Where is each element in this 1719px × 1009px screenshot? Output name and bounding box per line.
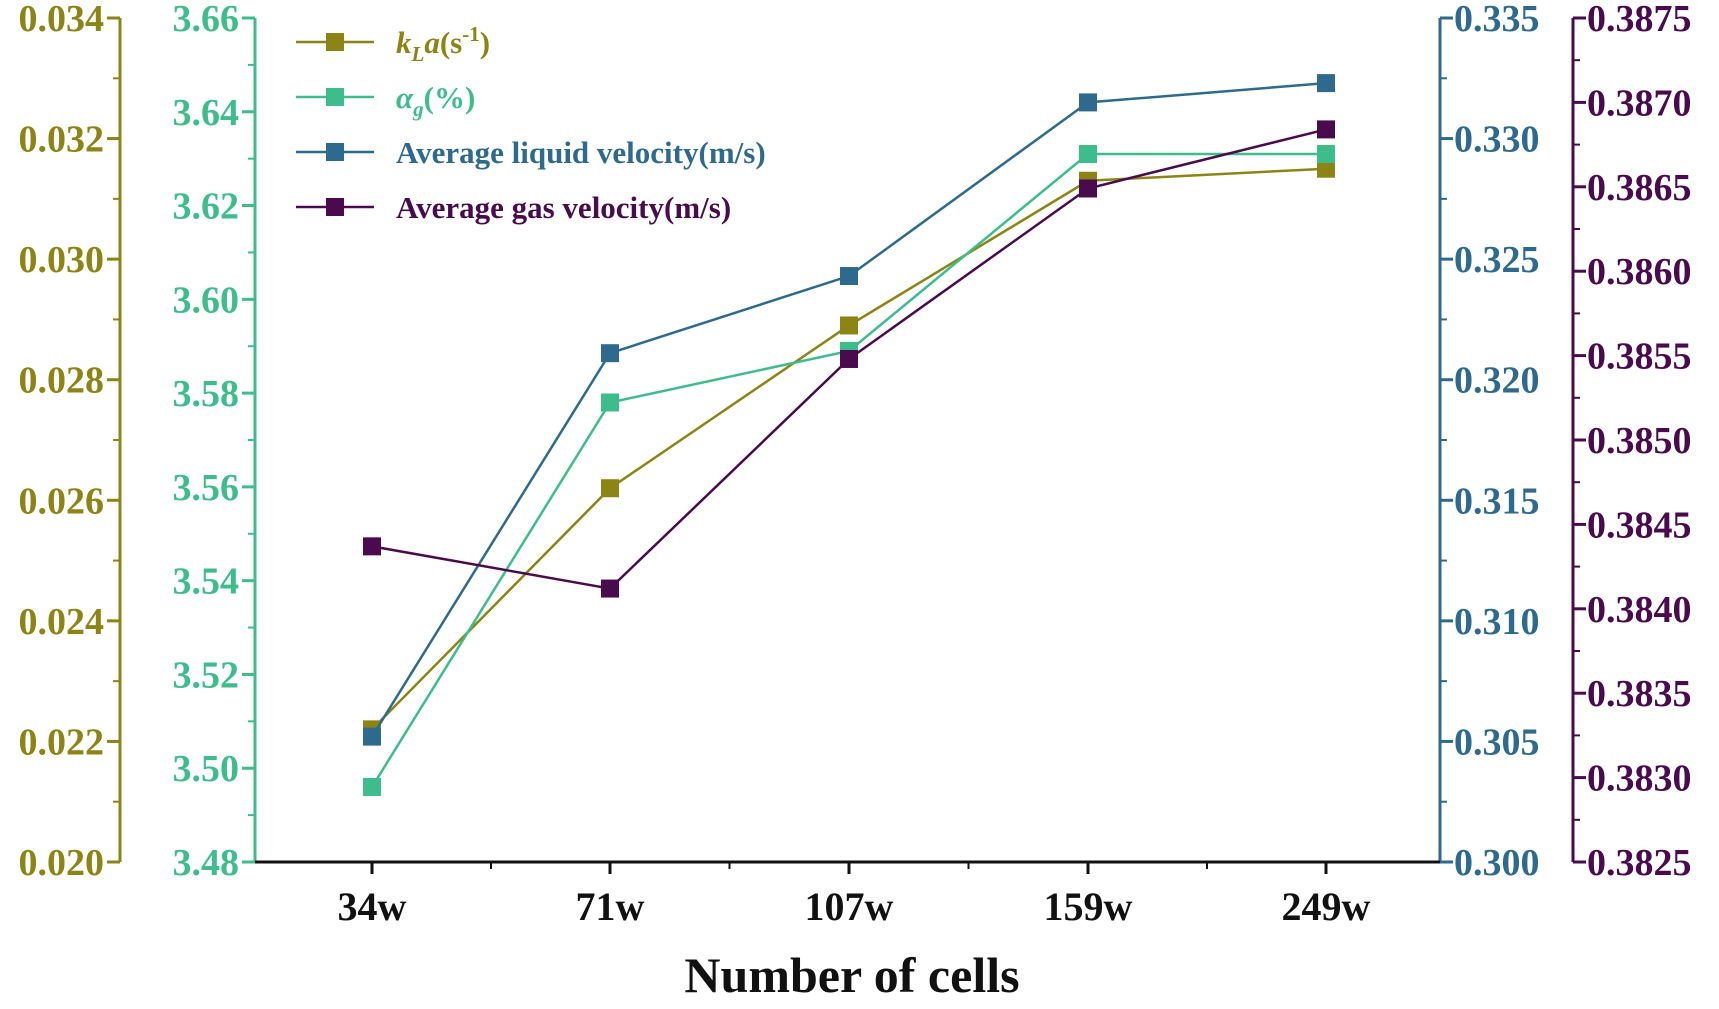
y-tick-label-liquid: 0.325 bbox=[1454, 239, 1540, 281]
y-tick-label-alpha: 3.56 bbox=[173, 467, 240, 509]
y-tick-label-gas: 0.3850 bbox=[1587, 420, 1692, 462]
data-point-gas bbox=[1079, 179, 1097, 198]
x-axis: 34w 71w 107w 159w 249w bbox=[255, 860, 1440, 929]
legend-label-part: L bbox=[411, 42, 425, 66]
legend-label-part: α bbox=[396, 80, 414, 115]
series-kla bbox=[363, 159, 1335, 739]
y-tick-label-gas: 0.3830 bbox=[1587, 758, 1692, 800]
data-point-gas bbox=[363, 537, 381, 556]
y-tick-label-kla: 0.030 bbox=[19, 239, 105, 281]
y-tick-label-alpha: 3.64 bbox=[173, 92, 240, 134]
axes-layer: 0.020 0.022 0.024 0.026 0.028 0.030 0.032 0.034… bbox=[19, 0, 1692, 929]
y-tick-label-gas: 0.3840 bbox=[1587, 589, 1692, 631]
data-point-alpha bbox=[1079, 144, 1097, 163]
series-line-kla bbox=[371, 167, 1327, 731]
data-point-liquid bbox=[1079, 93, 1097, 112]
data-point-liquid bbox=[840, 267, 858, 286]
y-tick-label-alpha: 3.54 bbox=[173, 561, 240, 603]
legend-label-part: -1 bbox=[462, 22, 480, 46]
y-tick-label-alpha: 3.58 bbox=[173, 373, 240, 415]
legend-entry-alpha: αg(%) bbox=[296, 80, 475, 121]
y-tick-label-alpha: 3.60 bbox=[173, 279, 240, 321]
data-point-liquid bbox=[601, 344, 619, 363]
y-tick-label-alpha: 3.62 bbox=[173, 186, 240, 228]
y-tick-label-gas: 0.3855 bbox=[1587, 336, 1692, 378]
y-tick-label-liquid: 0.320 bbox=[1454, 360, 1540, 402]
legend-label: kLa(s-1) bbox=[396, 22, 490, 66]
y-tick-label-kla: 0.024 bbox=[19, 601, 105, 643]
series-alpha bbox=[363, 144, 1335, 796]
legend-entry-liquid: Average liquid velocity(m/s) bbox=[296, 135, 766, 170]
data-point-kla bbox=[1317, 159, 1335, 178]
legend-marker bbox=[326, 143, 344, 161]
legend-label-part: g bbox=[412, 97, 424, 121]
y-tick-label-gas: 0.3875 bbox=[1587, 0, 1692, 40]
data-point-liquid bbox=[363, 727, 381, 746]
legend-marker bbox=[326, 198, 344, 216]
series-line-alpha bbox=[370, 152, 1326, 788]
data-point-kla bbox=[840, 316, 858, 335]
y-tick-label-liquid: 0.310 bbox=[1454, 601, 1540, 643]
legend-label-part: k bbox=[396, 25, 412, 60]
series-liquid bbox=[363, 74, 1335, 746]
y-tick-label-kla: 0.028 bbox=[19, 360, 105, 402]
data-point-gas bbox=[840, 349, 858, 368]
legend-label-part: a bbox=[424, 25, 440, 60]
data-point-gas bbox=[1317, 120, 1335, 139]
x-axis-title: Number of cells bbox=[684, 947, 1019, 1003]
y-tick-label-gas: 0.3865 bbox=[1587, 167, 1692, 209]
legend-label: Average gas velocity(m/s) bbox=[396, 190, 731, 225]
y-tick-label-alpha: 3.52 bbox=[173, 654, 240, 696]
series-gas bbox=[363, 120, 1335, 598]
y-tick-label-alpha: 3.48 bbox=[173, 842, 240, 884]
y-axis-alpha: 3.48 3.50 3.52 3.54 3.56 3.58 3.60 3.62 3.64 3.66 bbox=[173, 0, 257, 884]
x-tick-label: 107w bbox=[805, 884, 894, 929]
series-layer bbox=[363, 74, 1335, 796]
legend-label-part: (%) bbox=[424, 80, 476, 115]
y-tick-label-kla: 0.020 bbox=[19, 842, 105, 884]
y-axis-gas: 0.3825 0.3830 0.3835 0.3840 0.3845 0.3850 0.38… bbox=[1571, 0, 1692, 884]
legend-label-part: ) bbox=[480, 25, 490, 60]
y-tick-label-gas: 0.3835 bbox=[1587, 673, 1692, 715]
y-axis-liquid: 0.300 0.305 0.310 0.315 0.320 0.325 0.330 0.335 bbox=[1438, 0, 1540, 884]
y-axis-kla: 0.020 0.022 0.024 0.026 0.028 0.030 0.032 0.034 bbox=[19, 0, 122, 884]
data-point-liquid bbox=[1317, 74, 1335, 93]
x-tick-label: 71w bbox=[576, 884, 645, 929]
legend-label: αg(%) bbox=[396, 80, 475, 121]
y-tick-label-liquid: 0.335 bbox=[1454, 0, 1540, 40]
legend-entry-gas: Average gas velocity(m/s) bbox=[296, 190, 731, 225]
legend-marker bbox=[326, 33, 344, 51]
series-line-liquid bbox=[370, 81, 1327, 738]
y-tick-label-gas: 0.3860 bbox=[1587, 251, 1692, 293]
y-tick-label-gas: 0.3825 bbox=[1587, 842, 1692, 884]
data-point-kla bbox=[601, 479, 619, 498]
y-tick-label-liquid: 0.300 bbox=[1454, 842, 1540, 884]
legend-label: Average liquid velocity(m/s) bbox=[396, 135, 766, 170]
legend: kLa(s-1)αg(%)Average liquid velocity(m/s… bbox=[296, 22, 766, 225]
data-point-alpha bbox=[601, 393, 619, 412]
legend-entry-kla: kLa(s-1) bbox=[296, 22, 490, 66]
legend-marker bbox=[326, 88, 344, 106]
y-tick-label-kla: 0.034 bbox=[19, 0, 105, 40]
y-tick-label-kla: 0.032 bbox=[19, 119, 105, 161]
data-point-gas bbox=[601, 579, 619, 598]
x-tick-label: 34w bbox=[338, 884, 407, 929]
data-point-alpha bbox=[1317, 144, 1335, 163]
y-tick-label-gas: 0.3870 bbox=[1587, 82, 1692, 124]
y-tick-label-liquid: 0.315 bbox=[1454, 480, 1540, 522]
y-tick-label-alpha: 3.50 bbox=[173, 748, 240, 790]
y-tick-label-gas: 0.3845 bbox=[1587, 504, 1692, 546]
legend-label-part: (s bbox=[440, 25, 462, 60]
x-tick-label: 249w bbox=[1282, 884, 1371, 929]
x-tick-label: 159w bbox=[1044, 884, 1133, 929]
y-tick-label-liquid: 0.305 bbox=[1454, 721, 1540, 763]
data-point-alpha bbox=[363, 777, 381, 796]
y-tick-label-alpha: 3.66 bbox=[173, 0, 240, 40]
y-tick-label-kla: 0.022 bbox=[19, 721, 105, 763]
y-tick-label-kla: 0.026 bbox=[19, 480, 105, 522]
y-tick-label-liquid: 0.330 bbox=[1454, 119, 1540, 161]
